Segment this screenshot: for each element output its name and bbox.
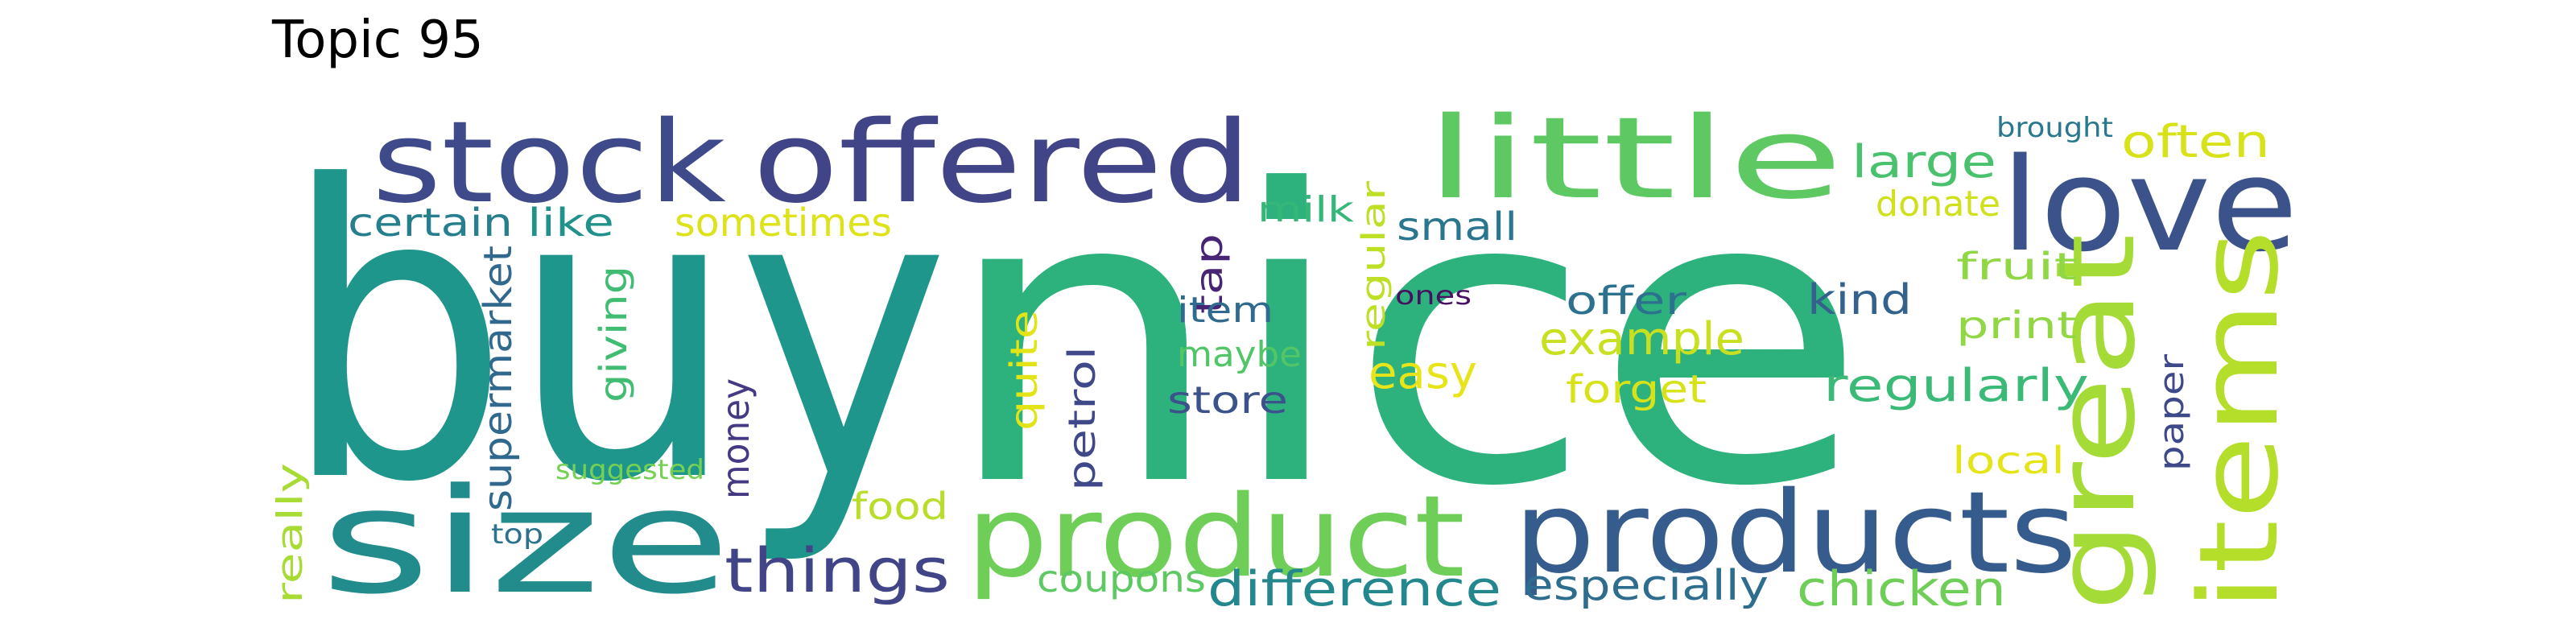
word-buy: buy: [282, 101, 950, 570]
word-print: print: [1956, 303, 2077, 347]
word-food: food: [852, 485, 948, 528]
word-brought: brought: [1996, 112, 2113, 144]
word-donate: donate: [1876, 184, 2000, 225]
word-difference: difference: [1208, 561, 1501, 617]
word-small: small: [1397, 204, 1517, 250]
word-quite: quite: [1002, 310, 1046, 431]
word-store: store: [1167, 378, 1288, 422]
word-great: great: [2033, 233, 2159, 612]
word-forget: forget: [1566, 367, 1707, 412]
word-things: things: [724, 535, 950, 606]
word-large: large: [1852, 136, 1996, 188]
word-suggested: suggested: [555, 454, 704, 486]
word-really: really: [270, 463, 311, 604]
word-ones: ones: [1395, 280, 1472, 311]
word-supermarket: supermarket: [476, 246, 521, 511]
word-giving: giving: [592, 266, 635, 402]
word-top: top: [491, 518, 543, 551]
word-easy: easy: [1368, 347, 1477, 399]
word-tap: tap: [1187, 233, 1231, 314]
word-petrol: petrol: [1060, 346, 1104, 491]
word-regular: regular: [1356, 180, 1393, 350]
word-nice: nice: [942, 105, 1868, 574]
word-sometimes: sometimes: [675, 200, 892, 246]
word-maybe: maybe: [1177, 334, 1302, 375]
word-paper: paper: [2152, 353, 2191, 471]
word-often: often: [2121, 116, 2270, 168]
word-local: local: [1952, 439, 2065, 482]
word-stock: stock: [372, 97, 726, 229]
word-size: size: [320, 458, 731, 626]
word-especially: especially: [1523, 562, 1769, 610]
page-title: Topic 95: [272, 10, 484, 70]
word-example: example: [1539, 313, 1744, 365]
word-chicken: chicken: [1797, 561, 2006, 617]
word-kind: kind: [1807, 276, 1912, 324]
word-regularly: regularly: [1823, 360, 2089, 412]
word-product: product: [966, 472, 1465, 603]
word-products: products: [1513, 468, 2077, 599]
word-item: item: [1177, 290, 1274, 331]
word-offer: offer: [1566, 279, 1686, 324]
word-items: items: [2176, 229, 2302, 612]
word-offered: offered: [753, 97, 1252, 229]
word-milk: milk: [1257, 189, 1355, 230]
word-like: like: [527, 200, 614, 246]
word-money: money: [714, 378, 758, 499]
word-fruit: fruit: [1956, 245, 2077, 288]
word-little: little: [1425, 93, 1843, 225]
word-love: love: [2000, 130, 2298, 280]
word-certain: certain: [348, 200, 513, 246]
word-coupons: coupons: [1037, 557, 1206, 601]
